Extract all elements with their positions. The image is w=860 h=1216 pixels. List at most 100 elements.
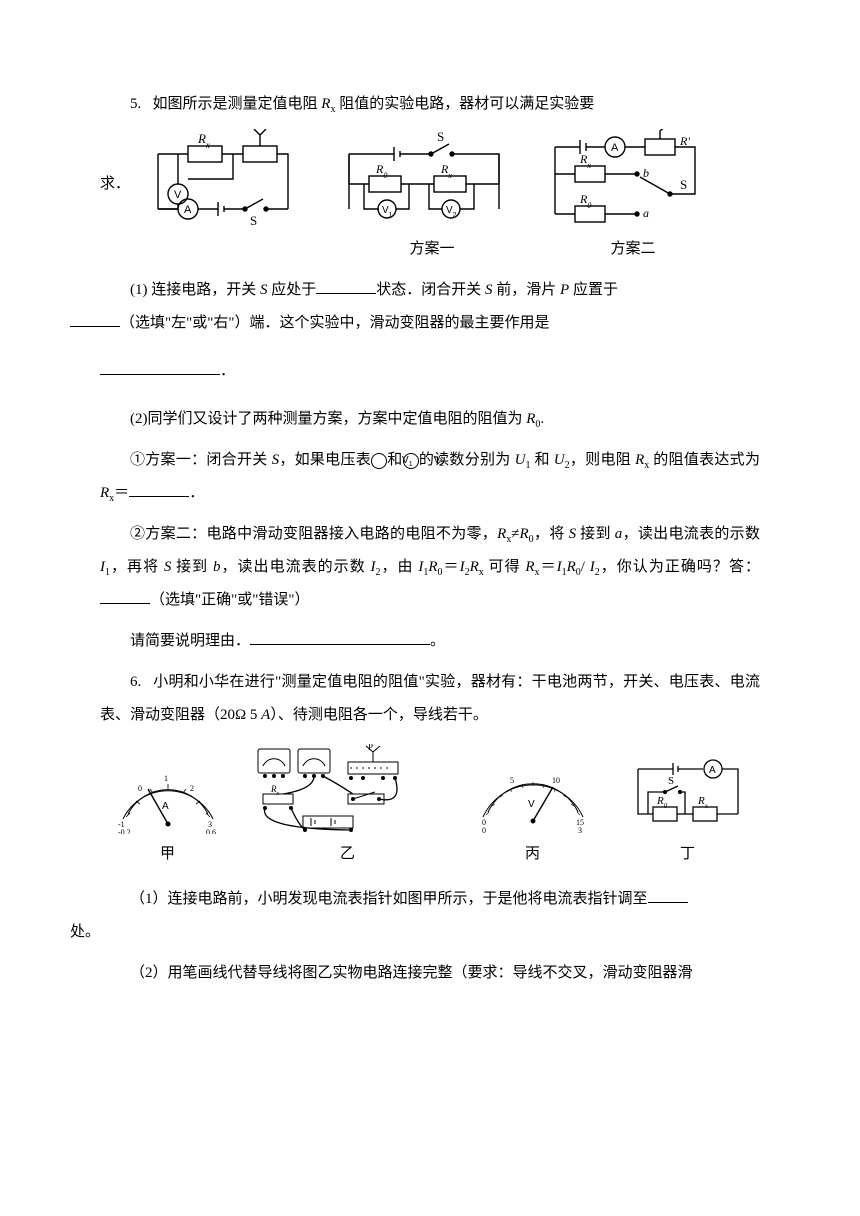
svg-text:A: A — [184, 204, 192, 216]
svg-text:Rx: Rx — [697, 795, 709, 810]
q5-qiu: 求． — [100, 129, 130, 239]
blank-zero[interactable] — [648, 902, 688, 903]
svg-text:V2: V2 — [446, 205, 457, 219]
bing-group: 0 5 10 15 0 3 V 丙 — [468, 759, 598, 871]
rx2: Rx — [635, 452, 649, 468]
q6t3: （2）用笔画线代替导线将图乙实物电路连接完整（要求：导线不交叉，滑动变阻器滑 — [130, 965, 693, 981]
t4: 应置于 — [569, 282, 618, 298]
blank-state[interactable] — [316, 293, 376, 294]
q5-sub1: (1) 连接电路，开关 S 应处于状态．闭合开关 S 前，滑片 P 应置于 （选… — [100, 274, 760, 340]
svg-text:A: A — [162, 801, 169, 812]
yi-label: 乙 — [340, 838, 355, 871]
t23: （选填"正确"或"错误"） — [150, 592, 310, 608]
blank-yn[interactable] — [100, 603, 150, 604]
i2: I2 — [371, 559, 381, 575]
svg-text:2: 2 — [190, 784, 194, 793]
circuit-yi-svg: P Rx — [253, 744, 443, 834]
q6-sub2: （2）用笔画线代替导线将图乙实物电路连接完整（要求：导线不交叉，滑动变阻器滑 — [100, 957, 760, 990]
q6-lead: 6. 小明和小华在进行"测量定值电阻的阻值"实验，器材有：干电池两节，开关、电压… — [100, 666, 760, 732]
scheme1-label: 方案一 — [410, 233, 455, 266]
s-label2: S — [485, 282, 493, 298]
blank-lr[interactable] — [70, 326, 120, 327]
q5-sub2-intro: (2)同学们又设计了两种测量方案，方案中定值电阻的阻值为 R0. — [100, 403, 760, 436]
q6t1: （1）连接电路前，小明发现电流表指针如图甲所示，于是他将电流表指针调至 — [130, 891, 648, 907]
q5-lead-b: 阻值的实验电路，器材可以满足实验要 — [339, 96, 594, 112]
rx3: Rx — [100, 485, 114, 501]
ding-label: 丁 — [680, 838, 695, 871]
svg-text:3: 3 — [578, 826, 582, 834]
svg-text:A: A — [611, 142, 619, 154]
scheme2-label: 方案二 — [611, 233, 656, 266]
yi-group: P Rx 乙 — [253, 744, 443, 871]
svg-text:Rx: Rx — [440, 162, 452, 180]
svg-text:0: 0 — [482, 826, 486, 834]
and: 和 — [387, 452, 403, 468]
svg-text:0: 0 — [138, 784, 142, 793]
q6-num: 6. — [130, 674, 141, 690]
circuit-scheme2-svg: A R' Rx b R0 a — [540, 129, 710, 229]
s3: S — [272, 452, 280, 468]
t14: ，将 — [534, 526, 569, 542]
p-label: P — [560, 282, 569, 298]
blank-role[interactable] — [100, 374, 220, 375]
jia-label: 甲 — [160, 838, 175, 871]
q5-sub2-2: ②方案二：电路中滑动变阻器接入电路的电阻不为零，Rx≠R0，将 S 接到 a，读… — [100, 518, 760, 617]
svg-text:V1: V1 — [382, 205, 393, 219]
svg-text:R0: R0 — [579, 192, 591, 210]
q5-sub1-a: (1) 连接电路，开关 — [130, 282, 260, 298]
ammeter-jia-svg: -1 0 1 2 3 -0.2 0.6 A — [108, 759, 228, 834]
v2-icon: V2 — [403, 453, 419, 469]
i1r0: I1R0 — [418, 559, 442, 575]
svg-text:S: S — [250, 213, 257, 228]
t3: 前，滑片 — [493, 282, 561, 298]
u1: U1 — [515, 452, 531, 468]
sl: / — [581, 559, 590, 575]
blank-rx[interactable] — [129, 496, 189, 497]
q5-sub1-blank: ． — [100, 355, 760, 388]
i22: I2 — [590, 559, 600, 575]
t6: (2)同学们又设计了两种测量方案，方案中定值电阻的阻值为 — [130, 411, 526, 427]
svg-text:R0: R0 — [656, 795, 668, 810]
t19: ，读出电流表的示数 — [220, 559, 370, 575]
blank-reason[interactable] — [250, 644, 430, 645]
svg-text:Rx: Rx — [579, 152, 591, 170]
eq1: ＝ — [114, 485, 129, 501]
svg-text:Rx: Rx — [197, 131, 210, 150]
t5: （选填"左"或"右"）端．这个实验中，滑动变阻器的最主要作用是 — [120, 315, 550, 331]
t20: ，由 — [381, 559, 419, 575]
q6t2: 处。 — [70, 924, 100, 940]
rx5: Rx — [525, 559, 539, 575]
svg-text:S: S — [668, 775, 674, 787]
r02: R0 — [520, 526, 534, 542]
t1: 应处于 — [268, 282, 317, 298]
svg-text:A: A — [709, 765, 716, 776]
neq: ≠ — [511, 526, 519, 542]
t9: 的读数分别为 — [419, 452, 515, 468]
t10: 和 — [530, 452, 553, 468]
q5-reason: 请简要说明理由．。 — [100, 625, 760, 658]
scheme1-group: S R0 Rx V1 V2 方案一 — [334, 129, 530, 266]
circuit-scheme1-svg: S R0 Rx V1 V2 — [334, 129, 514, 229]
t18: 接到 — [171, 559, 213, 575]
q5-lead: 5. 如图所示是测量定值电阻 Rx 阻值的实验电路，器材可以满足实验要 — [100, 88, 760, 121]
t11: ，则电阻 — [570, 452, 635, 468]
q6-sub1: （1）连接电路前，小明发现电流表指针如图甲所示，于是他将电流表指针调至 处。 — [100, 883, 760, 949]
svg-text:S: S — [437, 129, 444, 144]
t24: 请简要说明理由． — [130, 633, 250, 649]
svg-text:10: 10 — [552, 776, 560, 785]
q5-lead-a: 如图所示是测量定值电阻 — [153, 96, 318, 112]
voltmeter-bing-svg: 0 5 10 15 0 3 V — [468, 759, 598, 834]
p1: ． — [220, 363, 235, 379]
t17: ，再将 — [110, 559, 164, 575]
r0: R0 — [526, 411, 540, 427]
t22: ，你认为正确吗？答： — [600, 559, 760, 575]
q6-diagram-row: -1 0 1 2 3 -0.2 0.6 A 甲 — [100, 744, 760, 871]
svg-text:0.6: 0.6 — [206, 828, 216, 834]
svg-text:P: P — [368, 744, 373, 752]
s-label: S — [260, 282, 268, 298]
svg-text:V: V — [174, 189, 182, 201]
q5-rx: Rx — [321, 96, 335, 112]
jia-group: -1 0 1 2 3 -0.2 0.6 A 甲 — [108, 759, 228, 871]
q6-b: ）、待测电阻各一个，导线若干。 — [270, 707, 488, 723]
q5-num: 5. — [130, 96, 141, 112]
